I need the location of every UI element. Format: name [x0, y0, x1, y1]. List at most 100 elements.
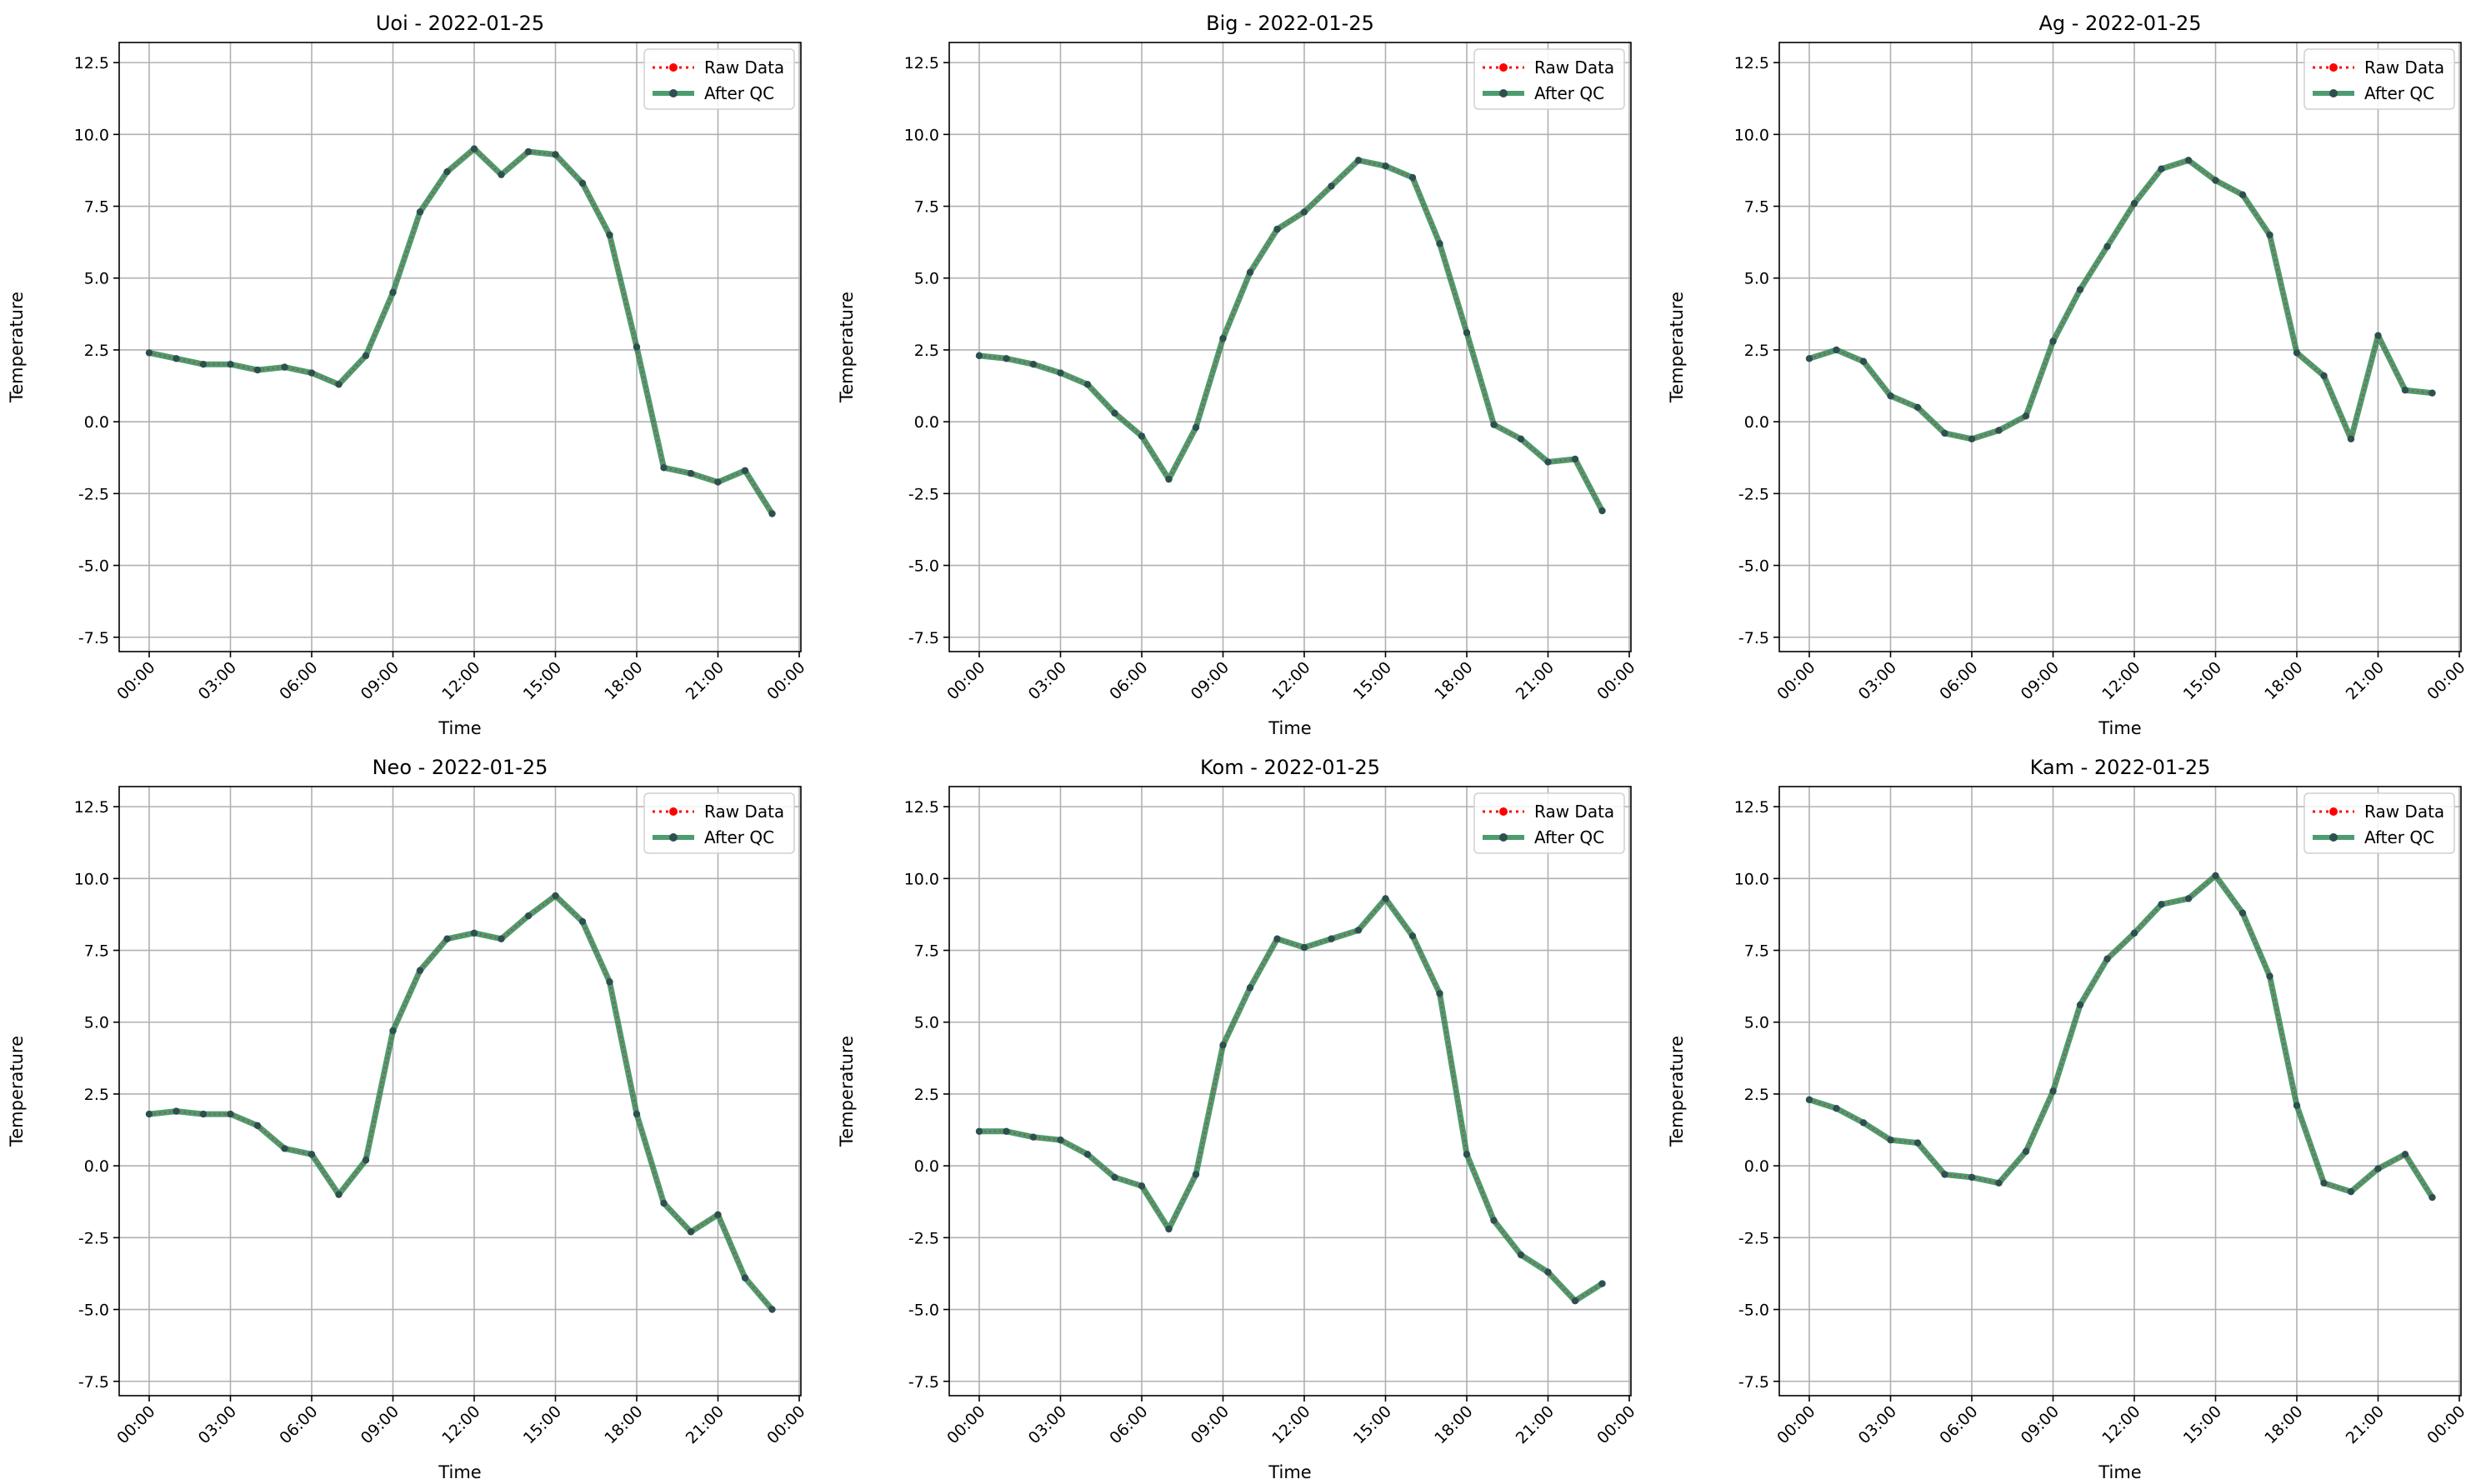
x-axis-label: Time: [2098, 718, 2141, 738]
y-tick-label: 10.0: [74, 126, 109, 144]
x-tick-label: 12:00: [1268, 658, 1313, 703]
data-point: [2347, 435, 2355, 443]
data-point: [552, 892, 559, 900]
data-point: [660, 1199, 668, 1207]
legend-qc-marker: [1499, 89, 1508, 97]
data-point: [2103, 242, 2111, 251]
legend-raw-label: Raw Data: [1534, 802, 1614, 822]
y-tick-label: 7.5: [1744, 198, 1769, 217]
data-point: [2293, 1102, 2301, 1109]
data-point: [1083, 381, 1092, 388]
data-point: [2320, 1179, 2328, 1187]
series-raw-line: [148, 894, 773, 1311]
x-tick-label: 09:00: [2018, 658, 2063, 703]
data-point: [1057, 369, 1064, 377]
data-point: [606, 231, 613, 239]
legend: Raw Data After QC: [1473, 792, 1625, 854]
data-point: [1598, 1280, 1606, 1287]
y-tick-label: -5.0: [908, 1302, 939, 1320]
data-point: [1273, 225, 1281, 233]
subplot-title: Kom - 2022-01-25: [1200, 756, 1380, 779]
x-tick-label: 06:00: [1936, 658, 1981, 703]
y-tick-label: 12.5: [74, 798, 109, 817]
data-point: [1382, 162, 1389, 170]
data-point: [741, 467, 749, 474]
legend-qc-label: After QC: [2364, 83, 2434, 103]
data-point: [2103, 955, 2111, 963]
data-point: [714, 478, 722, 486]
y-tick-label: 7.5: [84, 942, 109, 961]
y-tick-label: 0.0: [1744, 1157, 1769, 1176]
data-point: [2266, 231, 2273, 239]
subplot-2: -7.5 -5.0 -2.5 0.0 2.5 5.0 7.5 10.0 12.5 00:00 03:…: [837, 12, 1639, 738]
x-tick-label: 00:00: [943, 1402, 988, 1447]
y-tick-label: -2.5: [908, 1229, 939, 1247]
series-raw-line: [1808, 874, 2433, 1198]
data-point: [687, 1228, 695, 1236]
x-tick-label: 00:00: [113, 1402, 158, 1447]
data-point: [578, 179, 587, 187]
x-tick-label: 18:00: [1431, 658, 1476, 703]
data-point: [1408, 932, 1417, 940]
data-point: [443, 167, 451, 176]
data-point: [470, 929, 478, 937]
data-point: [1490, 1217, 1498, 1224]
x-tick-label: 00:00: [1773, 1402, 1818, 1447]
x-tick-label: 00:00: [1593, 1402, 1638, 1447]
legend-qc-marker: [2329, 89, 2338, 97]
y-tick-label: 12.5: [904, 54, 939, 72]
axes-frame: [1778, 786, 2462, 1397]
x-tick-label: 03:00: [195, 658, 240, 703]
x-tick-label: 09:00: [2018, 1402, 2063, 1447]
legend-qc-label: After QC: [1534, 83, 1604, 103]
x-tick-label: 00:00: [113, 658, 158, 703]
legend-raw-label: Raw Data: [2364, 57, 2444, 77]
data-point: [1138, 432, 1146, 440]
subplot-title: Neo - 2022-01-25: [373, 756, 548, 779]
data-point: [1571, 455, 1579, 463]
x-tick-label: 21:00: [1513, 658, 1558, 703]
y-tick-label: -5.0: [1738, 557, 1769, 576]
data-point: [199, 360, 208, 368]
series-after-qc-line: [1806, 872, 2435, 1201]
x-tick-label: 12:00: [2098, 658, 2143, 703]
legend-qc-label: After QC: [1534, 827, 1604, 847]
data-point: [2022, 412, 2030, 420]
legend-raw-label: Raw Data: [2364, 802, 2444, 822]
data-point: [470, 145, 478, 152]
data-point: [1463, 329, 1471, 337]
legend: Raw Data After QC: [2303, 792, 2455, 854]
y-axis-label: Temperature: [1667, 292, 1687, 403]
legend: Raw Data After QC: [2303, 48, 2455, 110]
legend-raw-label: Raw Data: [704, 57, 784, 77]
data-point: [2428, 389, 2436, 397]
x-tick-label: 00:00: [763, 658, 808, 703]
legend-raw-marker: [2329, 807, 2338, 816]
data-point: [173, 1107, 180, 1115]
legend-raw-marker: [2329, 63, 2338, 72]
y-axis-label: Temperature: [837, 1036, 857, 1147]
data-point: [1436, 990, 1443, 997]
y-tick-label: -2.5: [908, 485, 939, 503]
data-point: [1354, 157, 1363, 164]
x-axis-label: Time: [1268, 1462, 1311, 1482]
data-point: [2212, 177, 2219, 184]
data-point: [1463, 1151, 1471, 1158]
y-tick-label: -5.0: [78, 557, 109, 576]
data-point: [498, 171, 505, 178]
data-point: [633, 1110, 641, 1118]
x-tick-label: 21:00: [1513, 1402, 1558, 1447]
series-after-qc-line: [146, 146, 775, 517]
data-point: [1833, 1104, 1840, 1112]
x-tick-label: 03:00: [195, 1402, 240, 1447]
x-axis-label: Time: [438, 1462, 481, 1482]
x-tick-label: 21:00: [2343, 658, 2388, 703]
data-point: [1219, 334, 1227, 342]
legend-raw-marker: [669, 807, 678, 816]
data-point: [1408, 173, 1417, 182]
data-point: [1887, 392, 1894, 400]
x-tick-label: 00:00: [1773, 658, 1818, 703]
legend-qc-label: After QC: [704, 827, 774, 847]
x-tick-label: 06:00: [1936, 1402, 1981, 1447]
data-point: [2293, 349, 2301, 357]
